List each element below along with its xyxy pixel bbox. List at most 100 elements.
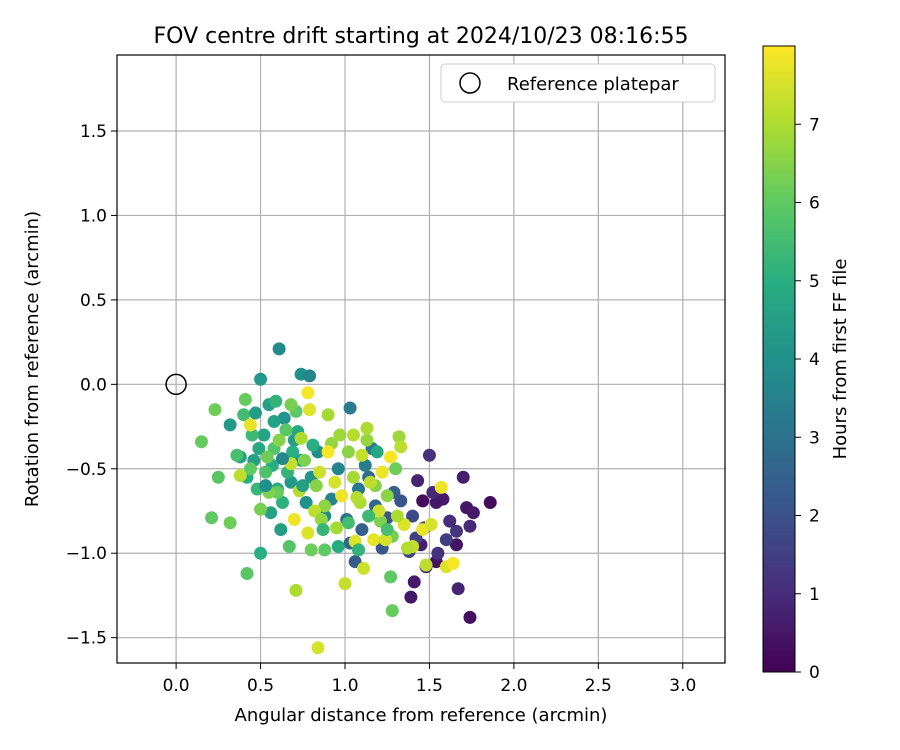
legend-marker-icon (459, 72, 481, 94)
data-point (243, 418, 257, 432)
data-point (314, 512, 328, 526)
data-point (254, 502, 268, 516)
x-tick-label: 0.0 (163, 676, 190, 696)
data-point (296, 479, 310, 493)
colorbar-tick-label: 5 (809, 272, 820, 292)
data-point (483, 496, 497, 510)
data-point (463, 610, 477, 624)
colorbar: 0 1 2 3 4 5 6 7 Hours from first FF file (762, 45, 851, 683)
data-point (367, 533, 381, 547)
data-point (434, 480, 448, 494)
colorbar-tick-label: 6 (809, 194, 820, 214)
data-point (230, 448, 244, 462)
x-tick-label: 3.0 (669, 676, 696, 696)
data-point (338, 577, 352, 591)
data-point (456, 470, 470, 484)
data-point (404, 590, 418, 604)
data-point (208, 403, 222, 417)
data-point (243, 462, 257, 476)
data-point (355, 523, 369, 537)
reference-marker (165, 373, 187, 396)
data-point (259, 479, 273, 493)
data-point (400, 541, 414, 555)
data-point (406, 509, 420, 523)
data-point (411, 474, 425, 488)
x-tick-label: 0.5 (247, 676, 274, 696)
data-point (289, 583, 303, 597)
data-point (284, 398, 298, 412)
data-point (346, 428, 360, 442)
data-point (238, 393, 252, 407)
colorbar-label: Hours from first FF file (830, 259, 851, 460)
data-point (318, 543, 332, 557)
y-axis-label: Rotation from reference (arcmin) (22, 211, 43, 507)
data-point (429, 496, 443, 510)
data-point (318, 499, 332, 513)
data-point (335, 489, 349, 503)
grid-lines (117, 55, 725, 663)
data-point (380, 523, 394, 537)
data-point (363, 475, 377, 489)
data-point (333, 428, 347, 442)
data-point (287, 512, 301, 526)
y-tick-label: 1.0 (80, 206, 107, 226)
data-point (380, 489, 394, 503)
data-point (357, 561, 371, 575)
data-point (331, 539, 345, 553)
y-tick-label: 1.5 (80, 122, 107, 142)
data-point (304, 543, 318, 557)
data-point (223, 516, 237, 530)
data-point (306, 438, 320, 452)
data-point (352, 543, 366, 557)
colorbar-tick-label: 7 (809, 115, 820, 135)
data-point (360, 421, 374, 435)
data-point (372, 504, 386, 518)
data-point (233, 469, 247, 483)
x-axis-label: Angular distance from reference (arcmin) (235, 705, 608, 726)
x-tick-label: 1.0 (331, 676, 358, 696)
y-tick-label: −1.5 (66, 629, 107, 649)
data-point (346, 470, 360, 484)
legend-label: Reference platepar (507, 74, 679, 95)
data-point (328, 475, 342, 489)
data-point (443, 514, 457, 528)
data-point (303, 403, 317, 417)
data-point (350, 490, 364, 504)
data-points (194, 342, 497, 655)
chart-title: FOV centre drift starting at 2024/10/23 … (154, 24, 689, 49)
data-point (286, 445, 300, 459)
data-point (211, 470, 225, 484)
data-point (254, 546, 268, 560)
data-point (385, 604, 399, 618)
colorbar-gradient (762, 45, 796, 673)
data-point (341, 445, 355, 459)
data-point (451, 582, 465, 596)
data-point (321, 408, 335, 422)
x-tick-label: 2.5 (585, 676, 612, 696)
data-point (311, 641, 325, 655)
data-point (389, 462, 403, 476)
data-point (446, 556, 460, 570)
data-point (248, 406, 262, 420)
data-point (407, 575, 421, 589)
data-point (463, 519, 477, 533)
data-point (272, 342, 286, 356)
data-point (321, 445, 335, 459)
x-tick-label: 2.0 (500, 676, 527, 696)
data-point (379, 533, 393, 547)
data-point (343, 401, 357, 415)
data-point (264, 506, 278, 520)
data-point (240, 566, 254, 580)
x-axis-ticks: 0.0 0.5 1.0 1.5 2.0 2.5 3.0 (163, 663, 696, 696)
y-tick-label: −0.5 (66, 460, 107, 480)
data-point (279, 423, 293, 437)
data-point (449, 538, 463, 552)
colorbar-tick-label: 2 (809, 507, 820, 527)
data-point (422, 448, 436, 462)
data-point (294, 431, 308, 445)
data-point (299, 496, 313, 510)
data-point (269, 394, 283, 408)
data-point (297, 453, 311, 467)
data-point (392, 430, 406, 444)
